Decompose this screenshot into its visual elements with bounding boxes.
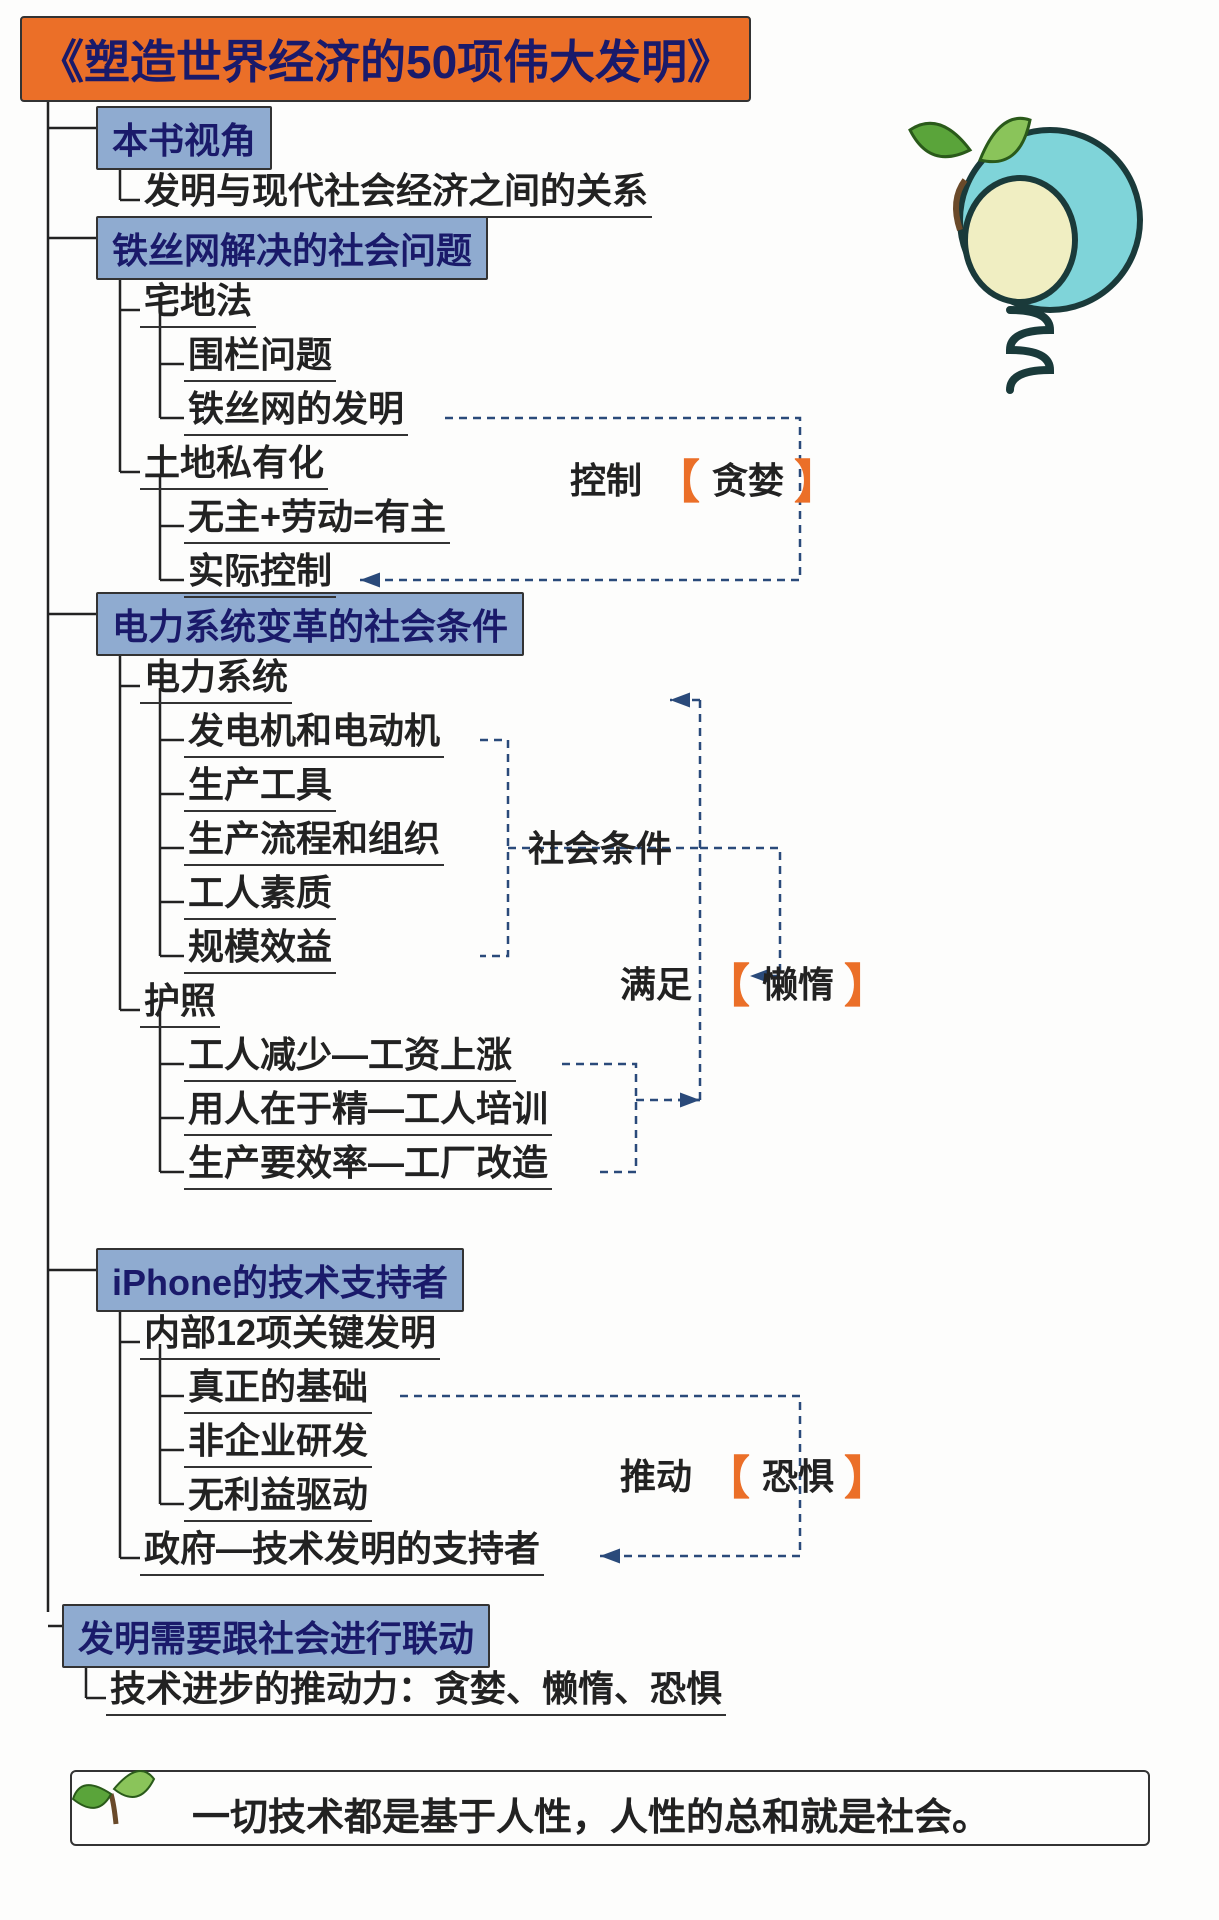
annot-label-a2: 满足: [620, 956, 692, 1008]
node-n9: 发电机和电动机: [184, 702, 444, 758]
section-s1: 本书视角: [96, 106, 272, 170]
bracket-l-a3: 【: [704, 1442, 750, 1508]
node-n2: 宅地法: [140, 272, 256, 328]
node-n22: 政府—技术发明的支持者: [140, 1520, 544, 1576]
bracket-r-a3: 】: [844, 1442, 890, 1508]
annot-label-a2a: 社会条件: [528, 820, 672, 872]
lightbulb-icon: [870, 100, 1170, 400]
node-n18: 内部12项关键发明: [140, 1304, 440, 1360]
section-s5: 发明需要跟社会进行联动: [62, 1604, 490, 1668]
section-s2: 铁丝网解决的社会问题: [96, 216, 488, 280]
bracket-l-a2: 【: [704, 950, 750, 1016]
node-n19: 真正的基础: [184, 1358, 372, 1414]
bracket-l-a1: 【: [654, 446, 700, 512]
footer-text: 一切技术都是基于人性，人性的总和就是社会。: [192, 1786, 990, 1841]
node-n8: 电力系统: [140, 648, 292, 704]
annot-label-a1: 控制: [570, 452, 642, 504]
bracket-r-a1: 】: [794, 446, 840, 512]
node-n4: 铁丝网的发明: [184, 380, 408, 436]
node-n1: 发明与现代社会经济之间的关系: [140, 162, 652, 218]
node-n16: 用人在于精—工人培训: [184, 1080, 552, 1136]
section-s4: iPhone的技术支持者: [96, 1248, 464, 1312]
node-n20: 非企业研发: [184, 1412, 372, 1468]
node-n6: 无主+劳动=有主: [184, 488, 450, 544]
node-n10: 生产工具: [184, 756, 336, 812]
annot-word-a1: 贪婪: [712, 452, 784, 504]
node-n14: 护照: [140, 972, 220, 1028]
sprout-icon: [66, 1754, 166, 1844]
node-n15: 工人减少—工资上涨: [184, 1026, 516, 1082]
node-n5: 土地私有化: [140, 434, 328, 490]
section-s3: 电力系统变革的社会条件: [96, 592, 524, 656]
node-n23: 技术进步的推动力：贪婪、懒惰、恐惧: [106, 1660, 726, 1716]
main-title: 《塑造世界经济的50项伟大发明》: [20, 16, 751, 102]
node-n13: 规模效益: [184, 918, 336, 974]
node-n21: 无利益驱动: [184, 1466, 372, 1522]
node-n3: 围栏问题: [184, 326, 336, 382]
node-n12: 工人素质: [184, 864, 336, 920]
annot-word-a3: 恐惧: [762, 1448, 834, 1500]
node-n7: 实际控制: [184, 542, 336, 598]
annot-word-a2: 懒惰: [762, 956, 834, 1008]
bracket-r-a2: 】: [844, 950, 890, 1016]
footer-quote: 一切技术都是基于人性，人性的总和就是社会。: [70, 1770, 1150, 1846]
node-n17: 生产要效率—工厂改造: [184, 1134, 552, 1190]
node-n11: 生产流程和组织: [184, 810, 444, 866]
annot-label-a3: 推动: [620, 1448, 692, 1500]
